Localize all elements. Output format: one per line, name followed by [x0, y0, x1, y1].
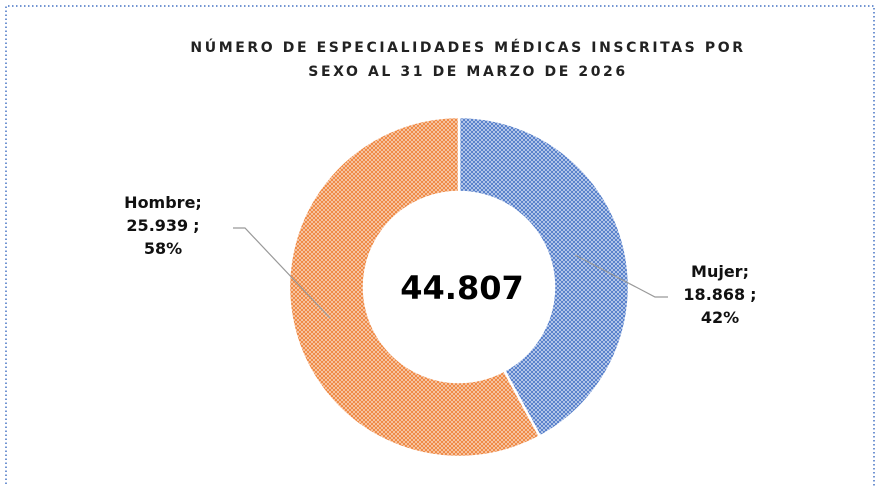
plot: Mujer;18.868 ;42%Hombre;25.939 ;58%: [124, 115, 757, 459]
leader-line: [233, 227, 331, 319]
data-label: Mujer;: [691, 262, 749, 281]
label-separator: ;: [750, 285, 756, 304]
data-label: 42%: [701, 308, 739, 327]
value-label: 25.939: [126, 216, 188, 235]
donut-slice: [287, 115, 542, 459]
data-label: 25.939;: [126, 216, 199, 235]
percentage-label: 42%: [701, 308, 739, 327]
total-label: 44.807: [400, 269, 523, 307]
category-label: Hombre: [124, 193, 195, 212]
data-label: 58%: [144, 239, 182, 258]
data-label: 18.868;: [683, 285, 756, 304]
data-label: Hombre;: [124, 193, 202, 212]
value-label: 18.868: [683, 285, 745, 304]
percentage-label: 58%: [144, 239, 182, 258]
label-separator: ;: [193, 216, 199, 235]
category-label: Mujer: [691, 262, 743, 281]
chart-title: NÚMERO DE ESPECIALIDADES MÉDICAS INSCRIT…: [190, 38, 745, 56]
leader-line: [574, 254, 668, 298]
frame-border: [5, 5, 875, 486]
label-separator: ;: [195, 193, 201, 212]
donut-slice: [457, 115, 631, 439]
chart-title: SEXO AL 31 DE MARZO DE 2026: [308, 64, 627, 80]
label-separator: ;: [743, 262, 749, 281]
